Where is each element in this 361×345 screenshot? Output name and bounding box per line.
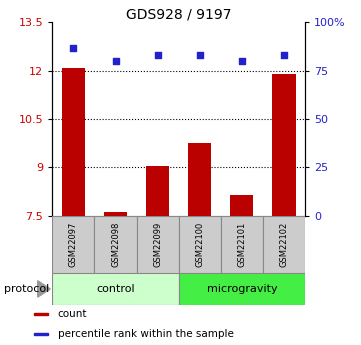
Bar (188, 143, 211, 216)
Bar (230, 195, 253, 216)
Text: microgravity: microgravity (206, 284, 277, 294)
Title: GDS928 / 9197: GDS928 / 9197 (126, 7, 231, 21)
Text: GSM22102: GSM22102 (279, 221, 288, 267)
Text: protocol: protocol (4, 284, 49, 294)
Bar (273, 74, 296, 216)
Text: GSM22099: GSM22099 (153, 221, 162, 267)
Bar (146, 166, 169, 216)
Bar (52, 216, 95, 273)
Polygon shape (38, 281, 50, 297)
Bar (179, 273, 305, 305)
Bar (34, 333, 48, 335)
Text: GSM22098: GSM22098 (111, 221, 120, 267)
Bar (221, 216, 263, 273)
Point (197, 52, 203, 58)
Text: count: count (58, 309, 87, 319)
Bar (62, 68, 85, 216)
Bar (263, 216, 305, 273)
Text: GSM22101: GSM22101 (238, 221, 246, 267)
Bar (52, 273, 179, 305)
Point (113, 58, 118, 64)
Text: control: control (96, 284, 135, 294)
Text: GSM22100: GSM22100 (195, 221, 204, 267)
Bar (179, 216, 221, 273)
Bar (95, 216, 136, 273)
Text: percentile rank within the sample: percentile rank within the sample (58, 329, 234, 339)
Point (70, 45, 76, 50)
Bar (104, 213, 127, 216)
Bar (34, 313, 48, 315)
Point (155, 52, 161, 58)
Point (239, 58, 245, 64)
Bar (136, 216, 179, 273)
Text: GSM22097: GSM22097 (69, 221, 78, 267)
Point (281, 52, 287, 58)
